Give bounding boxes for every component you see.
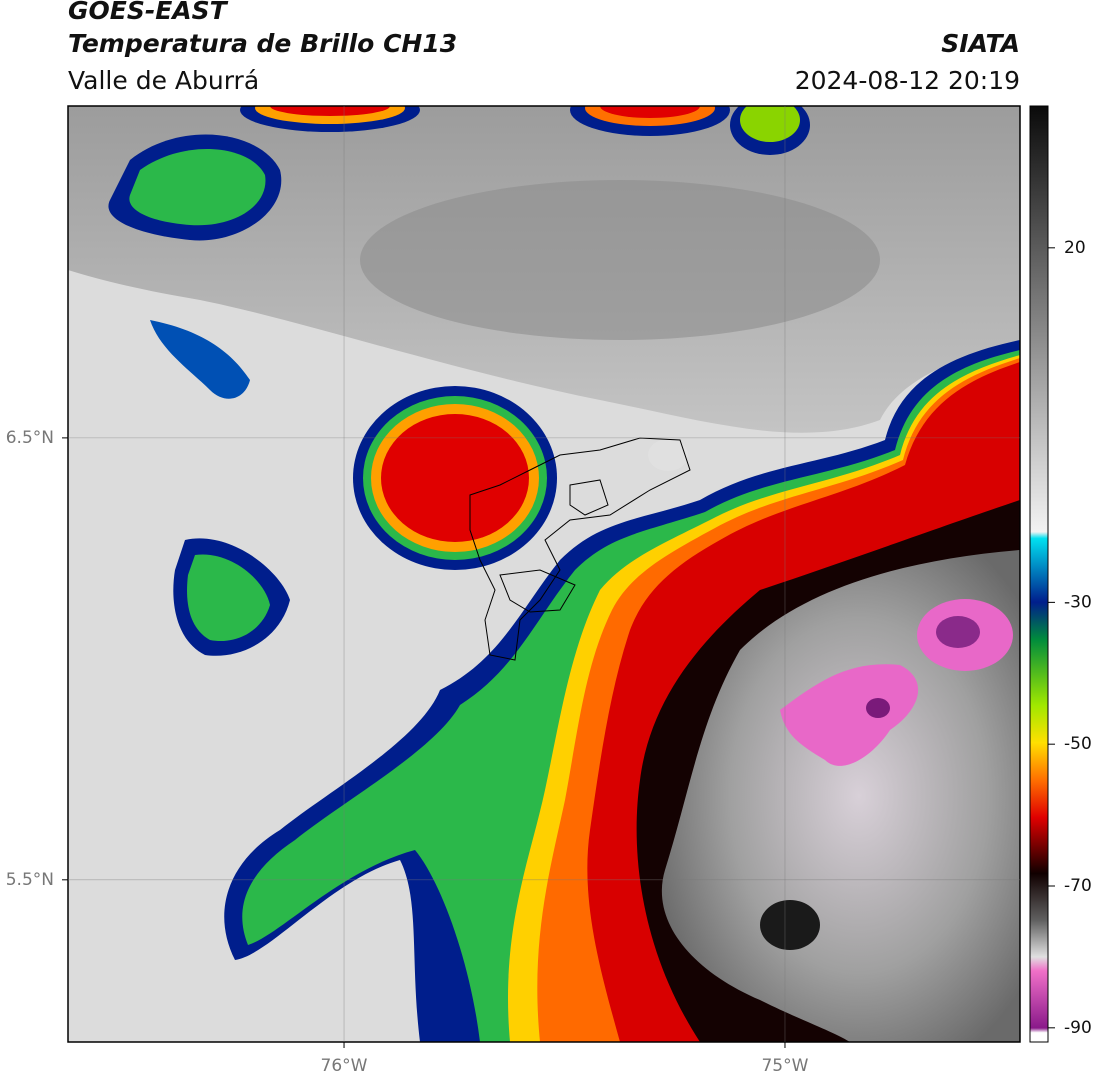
- x-tick-label: 76°W: [321, 1056, 368, 1076]
- colorbar: [1029, 105, 1049, 1043]
- x-tick-label: 75°W: [761, 1056, 808, 1076]
- colorbar-tick-label: 20: [1064, 238, 1086, 258]
- satellite-image: [68, 106, 1020, 1042]
- source: SIATA: [941, 29, 1020, 58]
- region: Valle de Aburrá: [68, 66, 259, 95]
- colorbar-tick-label: -70: [1064, 876, 1092, 896]
- colorbar-tick-label: -50: [1064, 734, 1092, 754]
- map-frame: [67, 105, 1021, 1043]
- colorbar-tick-label: -90: [1064, 1018, 1092, 1038]
- timestamp: 2024-08-12 20:19: [795, 66, 1020, 95]
- y-tick-label: 5.5°N: [6, 870, 54, 890]
- subtitle: Temperatura de Brillo CH13: [68, 29, 457, 58]
- title: GOES-EAST: [68, 0, 229, 25]
- y-tick-label: 6.5°N: [6, 428, 54, 448]
- colorbar-tick-label: -30: [1064, 592, 1092, 612]
